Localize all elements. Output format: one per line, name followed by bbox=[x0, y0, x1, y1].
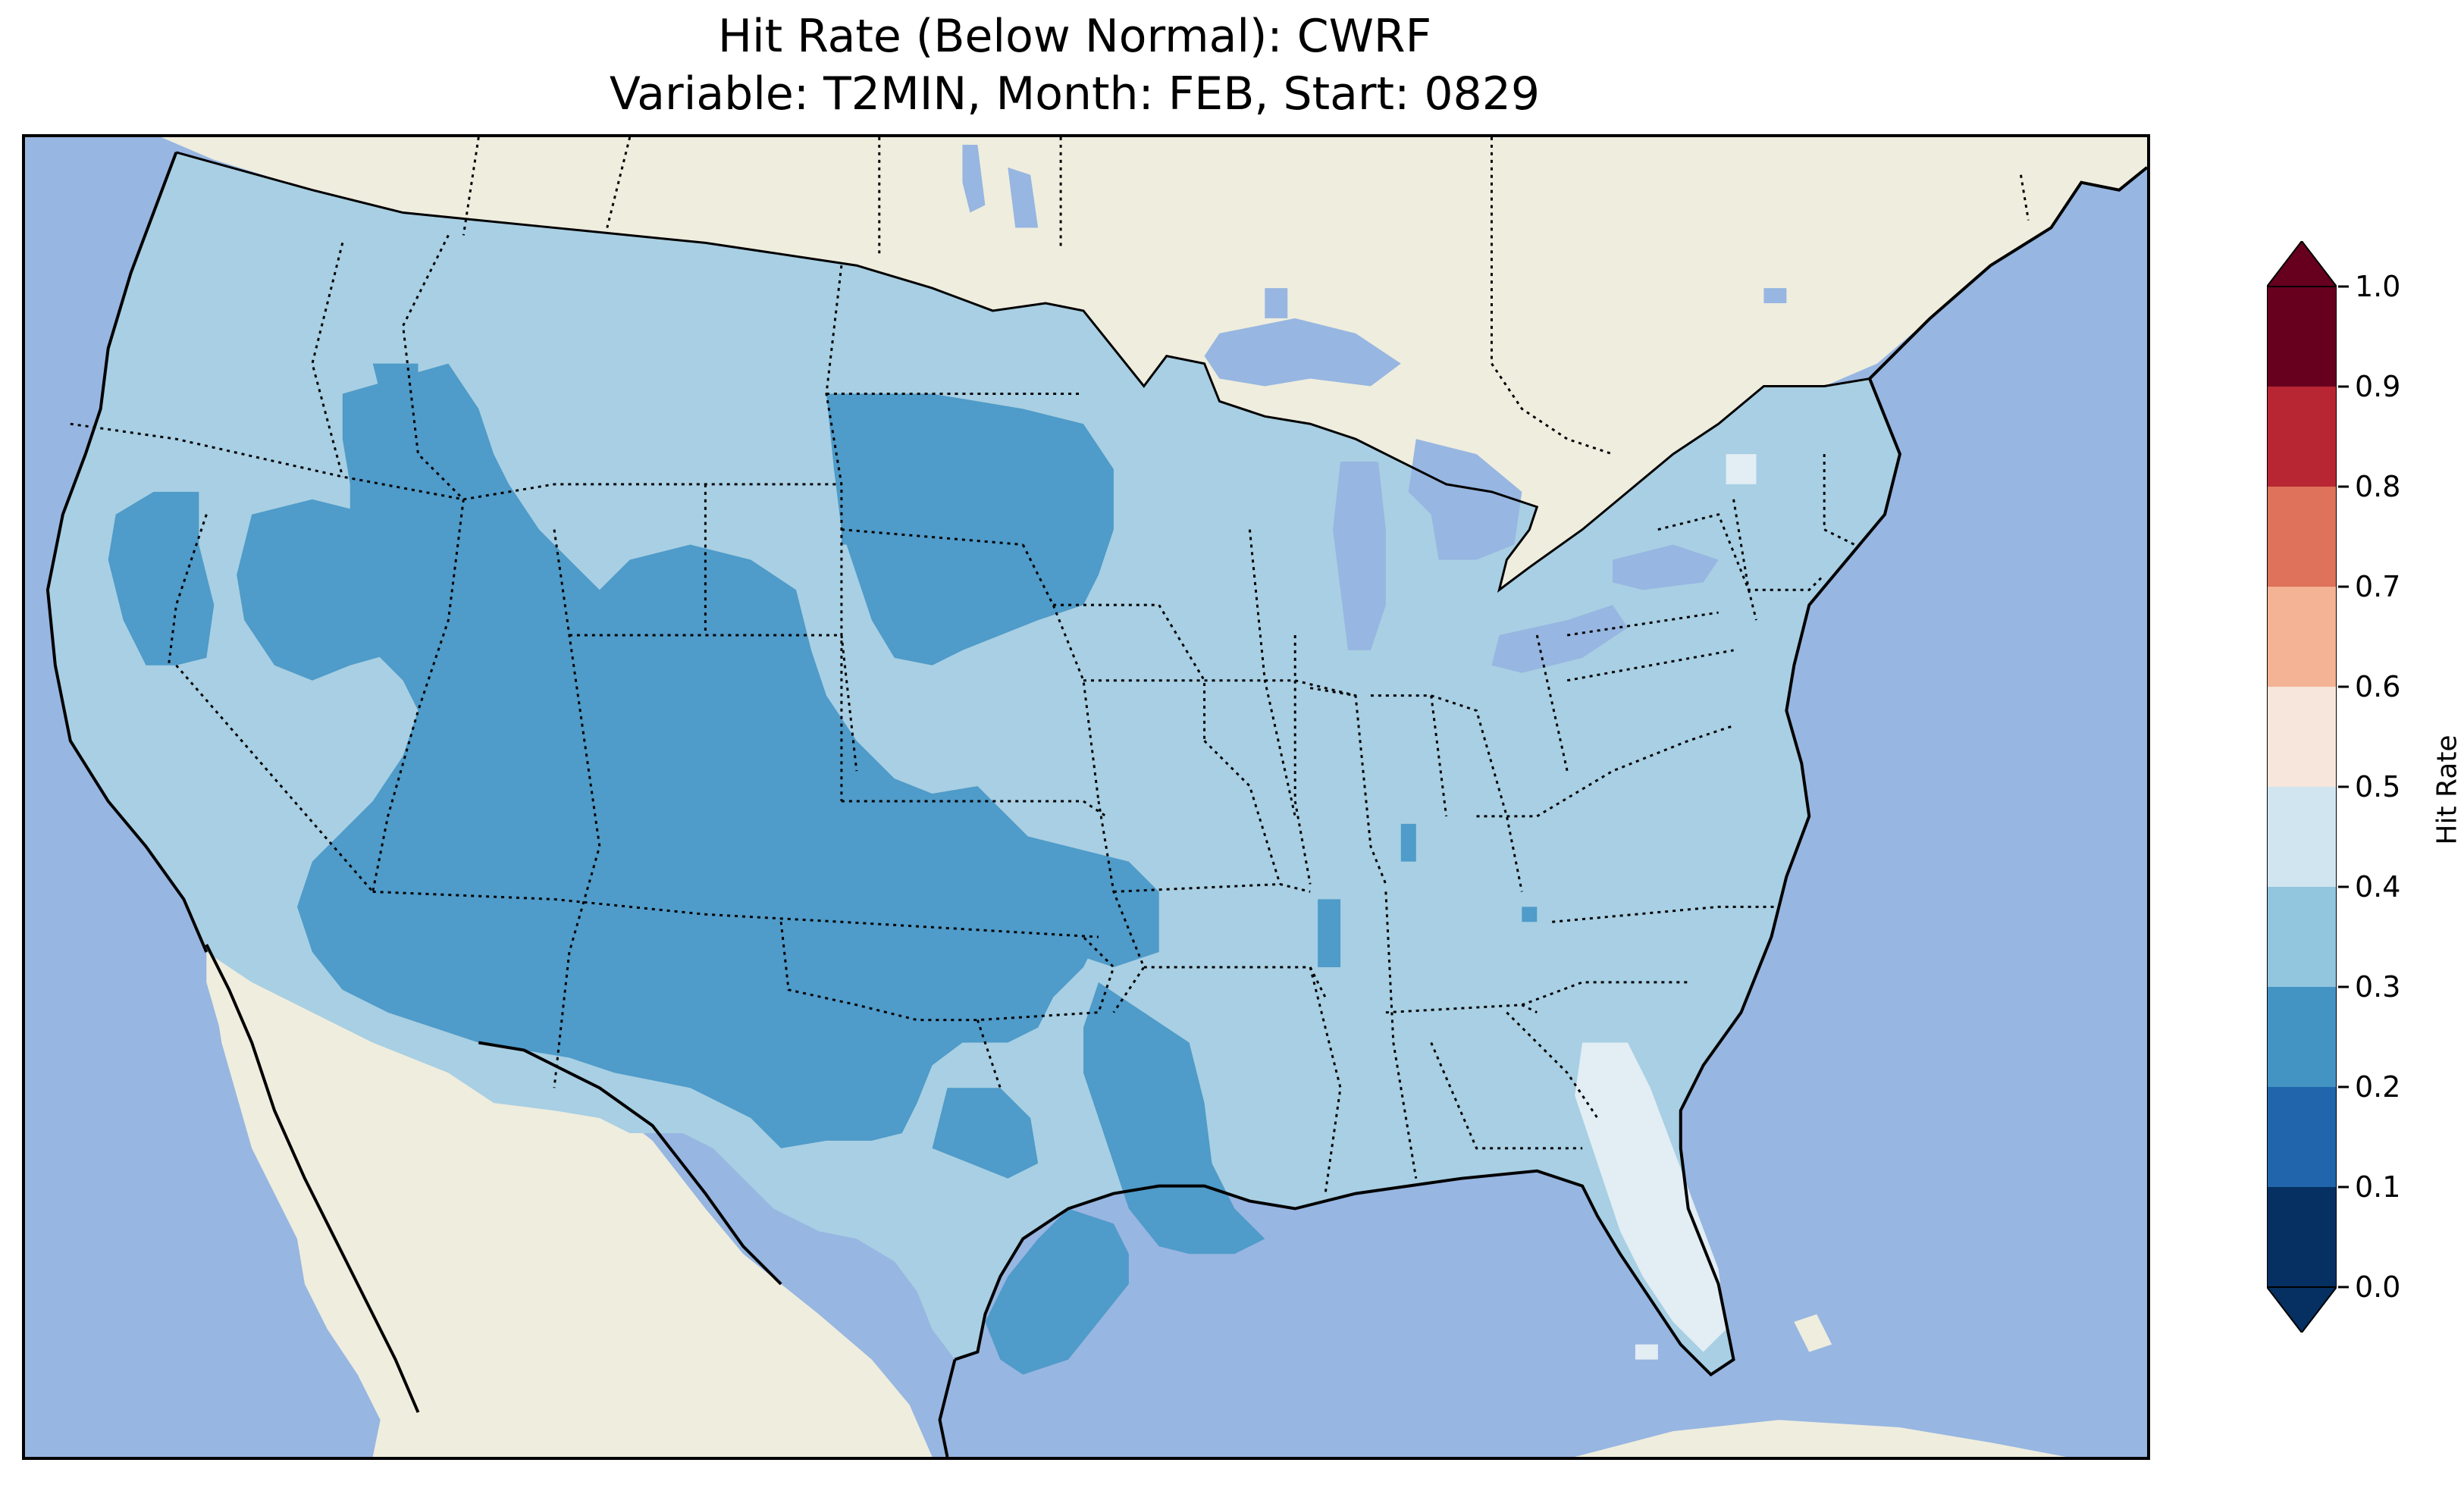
colorbar-bin bbox=[2267, 1187, 2337, 1287]
colorbar-tick-label: 0.8 bbox=[2355, 470, 2401, 503]
canada-land bbox=[161, 137, 2147, 590]
map-canvas bbox=[25, 137, 2147, 1457]
colorbar-outline bbox=[2267, 286, 2337, 1288]
colorbar-bin bbox=[2267, 787, 2337, 887]
colorbar-tick-label: 1.0 bbox=[2355, 270, 2401, 303]
colorbar-tick-mark bbox=[2338, 585, 2349, 588]
colorbar bbox=[2267, 241, 2337, 1333]
colorbar-extend-top bbox=[2267, 241, 2337, 287]
bahamas-land bbox=[1794, 1314, 1832, 1352]
colorbar-tick-label: 0.4 bbox=[2355, 870, 2401, 904]
map-title: Hit Rate (Below Normal): CWRF bbox=[717, 10, 1432, 63]
coastlines bbox=[45, 152, 2147, 1457]
colorbar-tick-label: 0.1 bbox=[2355, 1170, 2401, 1204]
colorbar-tick-mark bbox=[2338, 1286, 2349, 1289]
colorbar-tick-mark bbox=[2338, 785, 2349, 788]
colorbar-bin bbox=[2267, 387, 2337, 487]
colorbar-tick-mark bbox=[2338, 1085, 2349, 1088]
colorbar-bin bbox=[2267, 687, 2337, 787]
colorbar-tick-mark bbox=[2338, 985, 2349, 988]
canada-lakes bbox=[962, 144, 1787, 318]
colorbar-tick-mark bbox=[2338, 1185, 2349, 1189]
colorbar-bin bbox=[2267, 987, 2337, 1087]
colorbar-tick-mark bbox=[2338, 885, 2349, 888]
usa-region-04-05 bbox=[1575, 454, 1757, 1360]
colorbar-tick-label: 0.6 bbox=[2355, 670, 2401, 703]
us-canada-border bbox=[176, 151, 1870, 593]
colorbar-bin bbox=[2267, 287, 2337, 387]
usa-region-03-04 bbox=[47, 152, 1900, 1375]
colorbar-tick-label: 0.2 bbox=[2355, 1070, 2401, 1104]
great-lakes bbox=[1204, 318, 1719, 673]
map-frame bbox=[22, 134, 2150, 1460]
colorbar-bin bbox=[2267, 587, 2337, 687]
colorbar-bin bbox=[2267, 1087, 2337, 1187]
colorbar-tick-label: 0.9 bbox=[2355, 370, 2401, 403]
colorbar-bin bbox=[2267, 887, 2337, 987]
map-subtitle: Variable: T2MIN, Month: FEB, Start: 0829 bbox=[609, 67, 1541, 121]
colorbar-tick-label: 0.0 bbox=[2355, 1270, 2401, 1304]
mexico-land bbox=[206, 944, 933, 1457]
colorbar-label: Hit Rate bbox=[2431, 734, 2463, 845]
colorbar-tick-mark bbox=[2338, 685, 2349, 688]
state-borders bbox=[70, 234, 1855, 1194]
colorbar-tick-mark bbox=[2338, 385, 2349, 388]
colorbar-extend-bottom bbox=[2267, 1286, 2337, 1333]
colorbar-tick-label: 0.7 bbox=[2355, 570, 2401, 603]
colorbar-tick-label: 0.3 bbox=[2355, 970, 2401, 1004]
colorbar-tick-mark bbox=[2338, 485, 2349, 488]
usa-region-02-03 bbox=[108, 363, 1538, 1375]
colorbar-tick-mark bbox=[2338, 285, 2349, 288]
colorbar-tick-label: 0.5 bbox=[2355, 770, 2401, 803]
cuba-land bbox=[1575, 1420, 2067, 1457]
colorbar-bin bbox=[2267, 487, 2337, 587]
